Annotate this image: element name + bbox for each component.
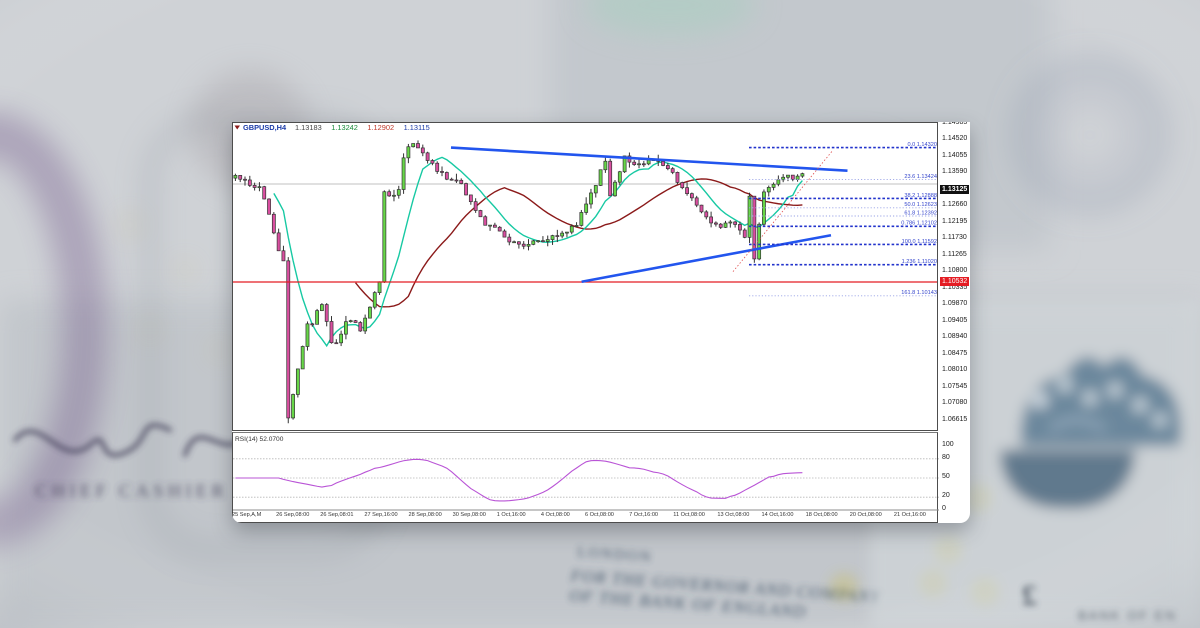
svg-text:61.8 1.12392: 61.8 1.12392 bbox=[904, 210, 937, 216]
svg-text:100.0 1.11592: 100.0 1.11592 bbox=[902, 239, 937, 245]
svg-text:0.786 1.12102: 0.786 1.12102 bbox=[901, 221, 937, 227]
svg-text:RSI(14) 52.0700: RSI(14) 52.0700 bbox=[235, 436, 284, 443]
svg-text:23.6 1.13424: 23.6 1.13424 bbox=[904, 174, 937, 180]
svg-text:GBPUSD,H4: GBPUSD,H4 bbox=[243, 123, 287, 132]
svg-text:0.0 1.14320: 0.0 1.14320 bbox=[907, 142, 937, 148]
svg-text:1.13115: 1.13115 bbox=[404, 123, 430, 132]
svg-text:1.12902: 1.12902 bbox=[367, 123, 394, 132]
svg-text:1.13242: 1.13242 bbox=[331, 123, 358, 132]
svg-text:1.13183: 1.13183 bbox=[295, 123, 322, 132]
svg-text:1.236 1.11020: 1.236 1.11020 bbox=[902, 259, 937, 265]
svg-text:38.2 1.12888: 38.2 1.12888 bbox=[904, 193, 937, 199]
svg-text:50.0 1.12623: 50.0 1.12623 bbox=[904, 202, 937, 208]
svg-text:161.8 1.10143: 161.8 1.10143 bbox=[901, 290, 937, 296]
